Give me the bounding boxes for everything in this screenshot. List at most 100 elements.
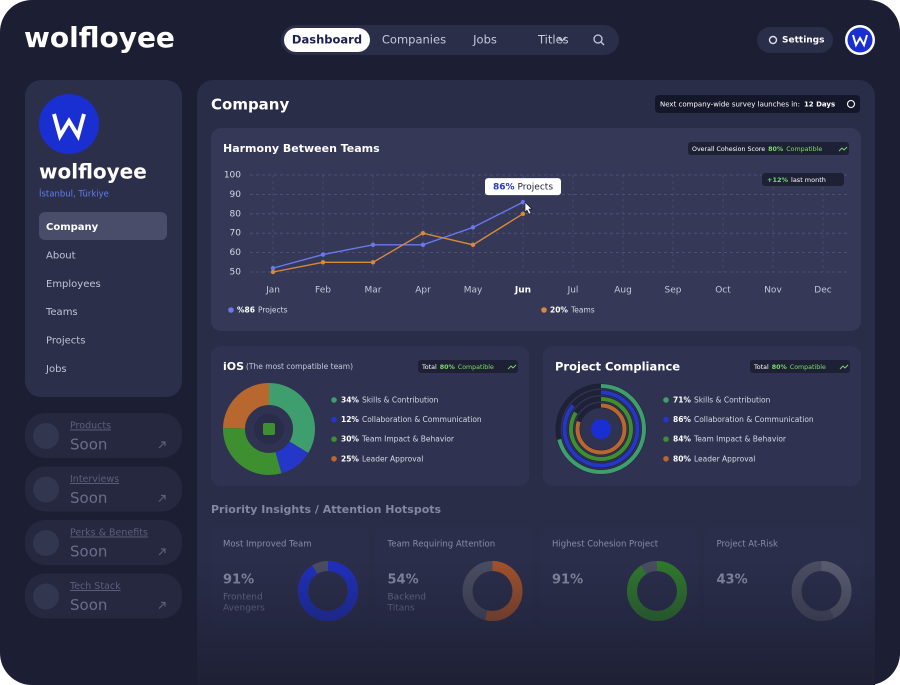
- legend-value: 84%: [673, 435, 691, 444]
- search-icon-handle: [600, 41, 605, 46]
- fade-overlay: [197, 560, 875, 685]
- menu-item[interactable]: About: [46, 250, 76, 261]
- x-tick-label: Apr: [415, 286, 431, 296]
- legend-item: 34% Skills & Contribution: [341, 396, 439, 405]
- locked-status: Soon: [70, 489, 107, 507]
- nav-item[interactable]: Companies: [382, 33, 446, 47]
- locked-status: Soon: [70, 596, 107, 614]
- menu-item[interactable]: Teams: [45, 307, 78, 318]
- line-point: [470, 242, 476, 248]
- legend-value: 71%: [673, 396, 691, 405]
- company-logo-mark: [52, 113, 86, 142]
- ring-value: [569, 397, 633, 461]
- badge-status: Compatible: [458, 364, 494, 371]
- legend-label: Leader Approval: [362, 454, 423, 463]
- ring-value: [562, 390, 640, 468]
- menu-item[interactable]: Employees: [46, 279, 101, 290]
- x-tick-label: Jul: [567, 286, 579, 296]
- donut-segment: [223, 383, 315, 475]
- locked-icon: [33, 476, 59, 503]
- menu-item[interactable]: Company: [46, 222, 99, 233]
- locked-arrow: [158, 548, 166, 556]
- page-title: Company: [211, 96, 289, 114]
- legend-dot: [228, 307, 234, 313]
- card-title: Project Compliance: [555, 360, 680, 374]
- nav-item[interactable]: Dashboard: [292, 33, 362, 47]
- x-tick-label: May: [464, 286, 483, 296]
- locked-arrow: [158, 494, 166, 502]
- legend-name: Projects: [258, 306, 288, 315]
- search-icon[interactable]: [593, 34, 603, 44]
- locked-item: [25, 573, 182, 619]
- menu-item[interactable]: Projects: [46, 336, 85, 347]
- badge-arrow: [838, 146, 848, 152]
- locked-status: Soon: [70, 543, 107, 561]
- badge-value: 80%: [768, 146, 784, 153]
- cursor-icon: [524, 201, 533, 215]
- legend-item: %86 Projects: [237, 306, 288, 315]
- insight-title: Highest Cohesion Project: [552, 540, 659, 550]
- line-point: [520, 199, 526, 205]
- legend-item: 80% Leader Approval: [673, 454, 755, 463]
- annotation: +12% last month: [767, 176, 826, 184]
- legend-name: Teams: [570, 306, 595, 315]
- line-point: [420, 242, 426, 248]
- legend-label: Collaboration & Communication: [694, 415, 814, 424]
- badge: [418, 360, 518, 373]
- y-tick-label: 90: [230, 190, 242, 200]
- y-tick-label: 100: [224, 171, 241, 181]
- legend-dot: [331, 436, 337, 443]
- legend-label: Leader Approval: [694, 454, 755, 463]
- legend-value: 25%: [341, 454, 359, 463]
- line-point: [420, 231, 426, 236]
- nav-item[interactable]: Jobs: [472, 33, 497, 47]
- legend-label: Skills & Contribution: [362, 396, 439, 405]
- donut-segment: [223, 383, 315, 475]
- chart-title: Harmony Between Teams: [223, 142, 380, 155]
- annotation-value: +12%: [767, 176, 788, 184]
- legend-label: Collaboration & Communication: [362, 415, 482, 424]
- line-series: [272, 213, 524, 273]
- line-point: [370, 242, 376, 248]
- settings-button[interactable]: [757, 27, 833, 53]
- menu-item[interactable]: Jobs: [45, 364, 67, 375]
- x-tick-label: Mar: [365, 286, 382, 296]
- nav-active: [284, 28, 370, 52]
- legend-value: 20%: [550, 306, 568, 315]
- badge-label: Total: [421, 364, 437, 371]
- line-point: [270, 269, 276, 275]
- locked-icon: [33, 530, 59, 556]
- card-title: iOS: [223, 360, 244, 373]
- legend-value: 80%: [673, 454, 691, 463]
- logo[interactable]: wolfloyee: [24, 21, 175, 54]
- locked-item: [25, 466, 182, 512]
- legend-dot: [663, 397, 669, 403]
- badge: [750, 360, 850, 373]
- line-point: [370, 260, 376, 265]
- x-tick-label: Aug: [614, 286, 632, 296]
- settings-label[interactable]: Settings: [782, 36, 824, 46]
- locked-title: Perks & Benefits: [70, 528, 148, 539]
- legend-item: 84% Team Impact & Behavior: [673, 435, 787, 444]
- locked-item: [25, 520, 182, 565]
- legend-dot: [663, 456, 669, 462]
- legend-item: 20% Teams: [550, 306, 595, 315]
- locked-icon: [33, 423, 59, 449]
- x-tick-label: Jan: [265, 286, 280, 296]
- chevron: [557, 36, 567, 42]
- line-series: [272, 201, 524, 269]
- y-tick-label: 60: [230, 248, 242, 258]
- nav-item[interactable]: Titles: [537, 33, 569, 47]
- avatar-mark: [852, 34, 868, 48]
- locked-title: Tech Stack: [69, 581, 121, 592]
- locked-arrow: [158, 601, 166, 609]
- company-location: İstanbul, Türkiye: [39, 189, 109, 200]
- legend-value: 30%: [341, 435, 359, 444]
- badge-text: Total 80% Compatible: [421, 364, 494, 371]
- locked-arrow: [158, 441, 166, 449]
- legend-dot: [331, 456, 337, 462]
- annotation-box: [762, 173, 844, 186]
- legend-value: 86%: [673, 415, 691, 424]
